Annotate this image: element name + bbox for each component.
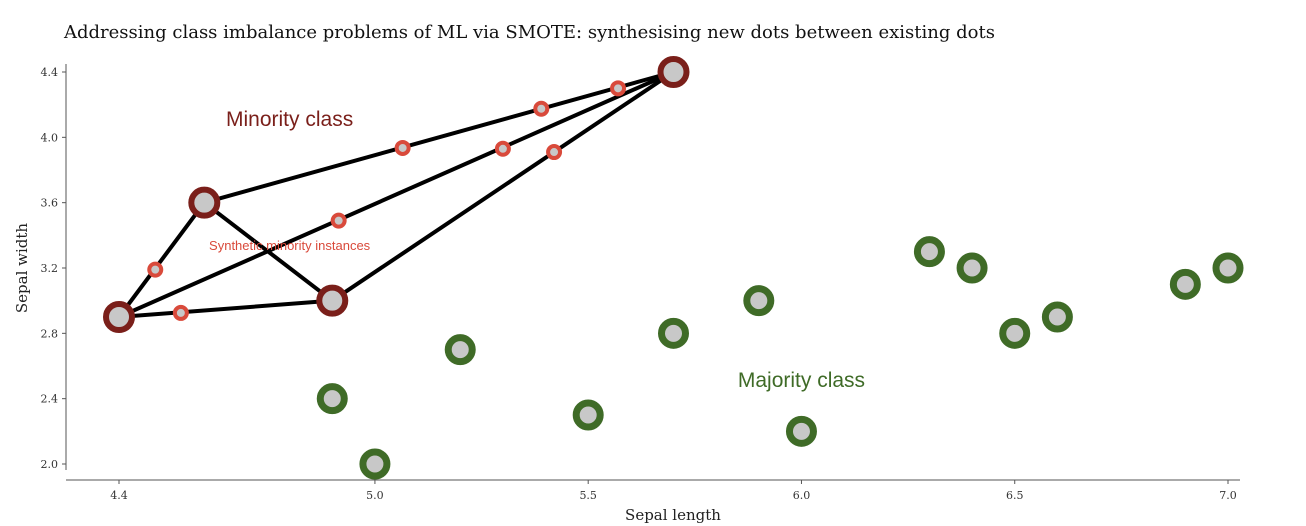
majority-point xyxy=(956,252,988,284)
y-tick-label: 2.0 xyxy=(41,458,59,471)
smote-edge xyxy=(202,200,335,303)
synthetic-point xyxy=(546,144,563,161)
y-tick-label: 2.4 xyxy=(41,393,59,406)
y-axis-ticks: 2.0 2.4 2.8 3.2 3.6 4.0 4.4 xyxy=(41,66,66,471)
x-tick-label: 5.5 xyxy=(579,489,597,502)
y-axis-title: Sepal width xyxy=(13,223,31,314)
x-tick-label: 7.0 xyxy=(1219,489,1237,502)
y-tick-label: 2.8 xyxy=(41,327,59,340)
x-tick-label: 5.0 xyxy=(366,489,384,502)
majority-point xyxy=(658,317,689,349)
synthetic-point xyxy=(394,139,411,156)
x-tick-label: 4.4 xyxy=(110,489,128,502)
minority-point xyxy=(316,284,349,317)
data-points xyxy=(103,56,1244,480)
synthetic-point xyxy=(172,304,189,321)
majority-point xyxy=(1169,268,1201,300)
majority-point xyxy=(913,236,945,268)
smote-edge xyxy=(202,70,676,205)
y-tick-label: 4.0 xyxy=(41,131,59,144)
smote-edge xyxy=(117,70,676,319)
majority-point xyxy=(359,448,391,480)
minority-point xyxy=(188,186,221,219)
smote-edge xyxy=(330,70,676,303)
synthetic-annotation: Synthetic minority instances xyxy=(209,238,371,253)
synthetic-point xyxy=(147,261,164,278)
x-tick-label: 6.0 xyxy=(793,489,811,502)
majority-point xyxy=(444,334,476,366)
x-axis-title: Sepal length xyxy=(625,506,721,524)
y-tick-label: 4.4 xyxy=(41,66,59,79)
annotations: Minority class Majority class Synthetic mi… xyxy=(209,108,865,392)
majority-point xyxy=(1212,252,1244,284)
smote-edge xyxy=(117,298,335,319)
y-tick-label: 3.6 xyxy=(41,197,59,210)
majority-point xyxy=(572,399,604,431)
majority-point xyxy=(743,285,775,317)
x-tick-label: 6.5 xyxy=(1006,489,1024,502)
x-axis-ticks: 4.4 5.0 5.5 6.0 6.5 7.0 xyxy=(110,480,1237,502)
smote-edges xyxy=(117,70,676,319)
minority-point xyxy=(657,56,690,88)
majority-annotation: Majority class xyxy=(738,369,865,392)
synthetic-point xyxy=(533,100,550,117)
axes xyxy=(65,64,1240,481)
majority-point xyxy=(785,415,817,447)
majority-point xyxy=(316,383,348,415)
majority-point xyxy=(1041,301,1073,333)
chart-title: Addressing class imbalance problems of M… xyxy=(63,22,995,43)
y-tick-label: 3.2 xyxy=(41,262,59,275)
smote-edge xyxy=(117,200,207,319)
synthetic-point xyxy=(610,80,627,97)
synthetic-point xyxy=(330,212,347,229)
minority-annotation: Minority class xyxy=(226,108,353,131)
synthetic-point xyxy=(494,140,511,157)
minority-point xyxy=(103,301,135,333)
majority-point xyxy=(999,317,1031,349)
